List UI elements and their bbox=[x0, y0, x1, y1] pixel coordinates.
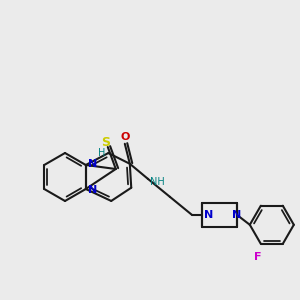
Text: N: N bbox=[232, 210, 242, 220]
Text: N: N bbox=[88, 185, 97, 195]
Text: NH: NH bbox=[150, 177, 165, 187]
Text: S: S bbox=[101, 136, 110, 148]
Text: N: N bbox=[204, 210, 213, 220]
Text: N: N bbox=[88, 159, 97, 169]
Text: O: O bbox=[120, 132, 130, 142]
Text: H: H bbox=[98, 148, 105, 158]
Text: F: F bbox=[254, 252, 262, 262]
